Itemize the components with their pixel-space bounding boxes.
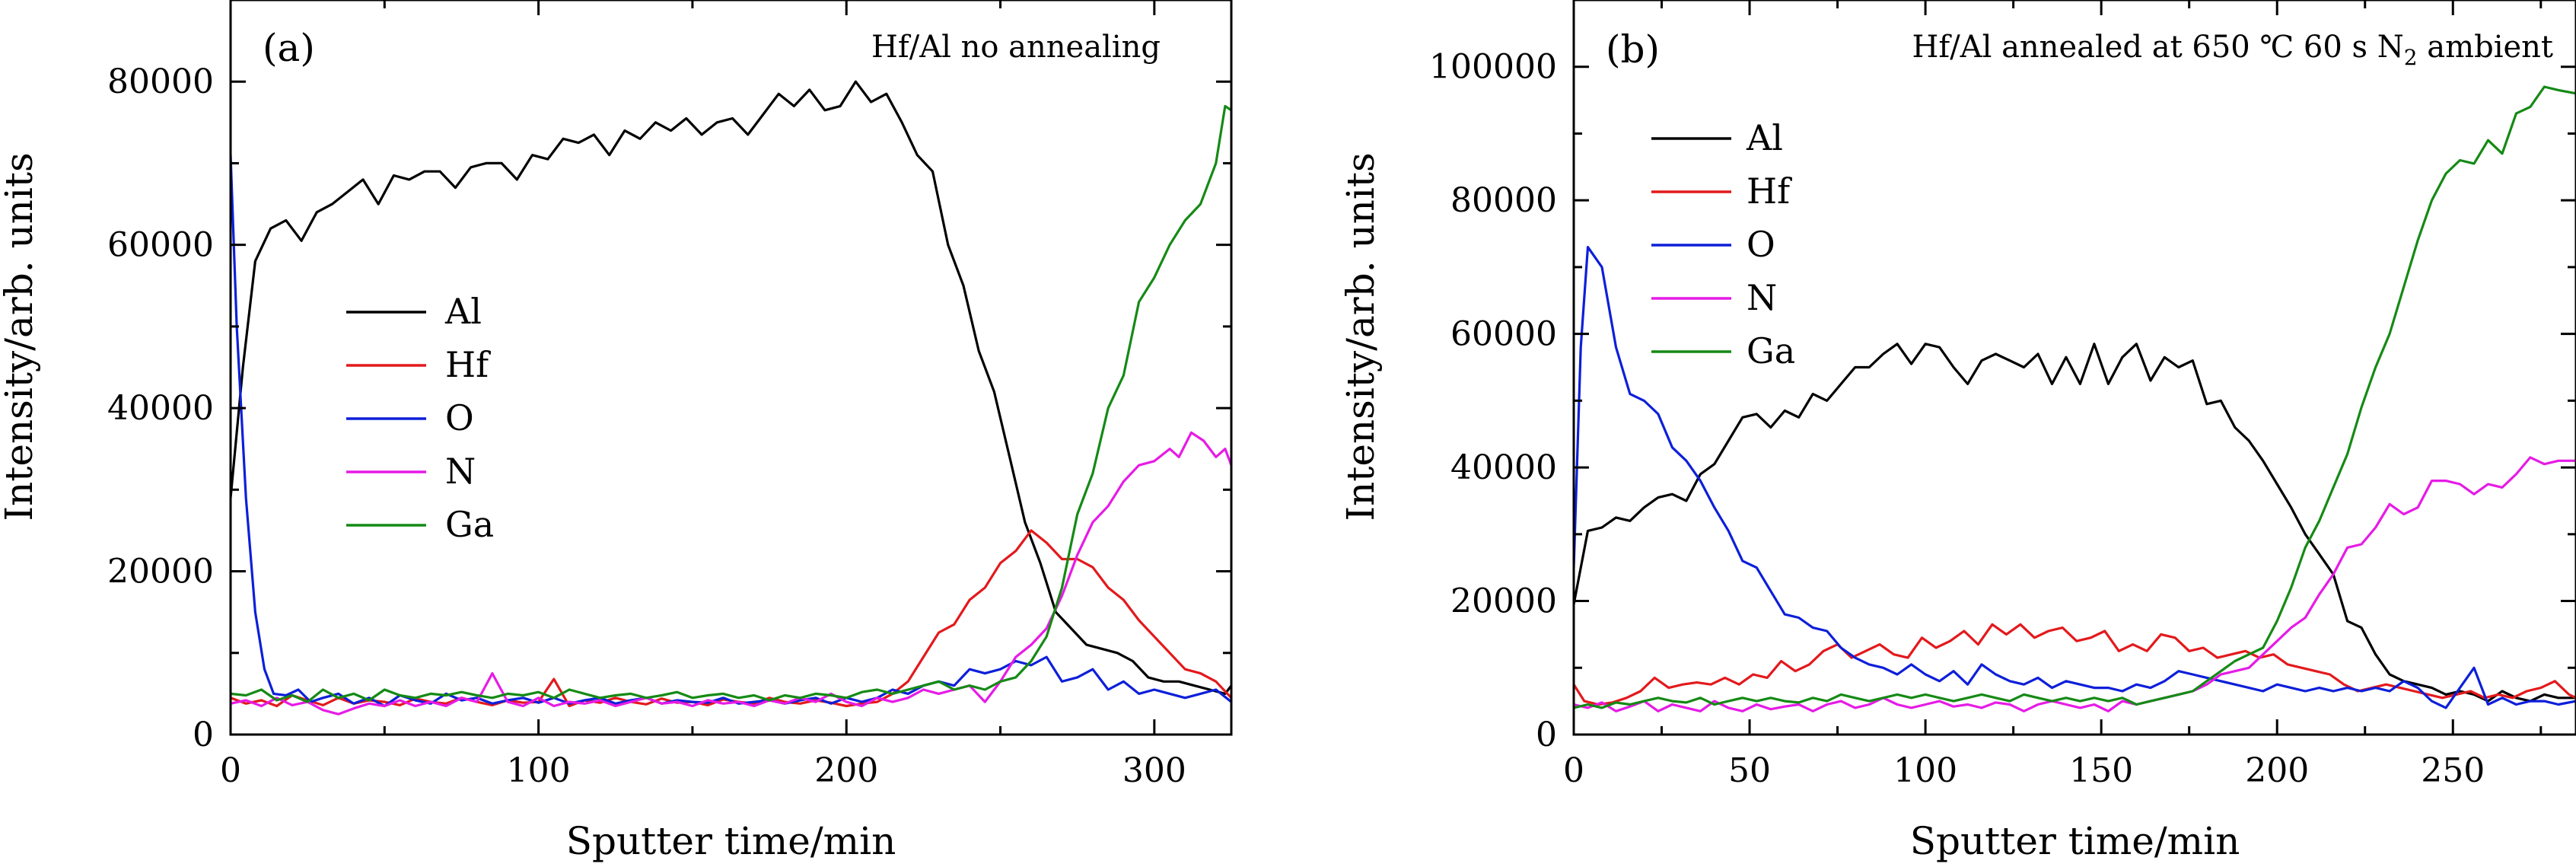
y-tick-label: 100000 [1429,48,1557,87]
x-tick-label: 100 [1893,751,1957,790]
series-group [231,80,1231,716]
y-tick-label: 40000 [1450,448,1557,487]
legend-label-al: Al [444,291,482,332]
series-line-o [231,155,1231,708]
y-axis-title: Intensity/arb. units [1339,152,1383,521]
y-tick-label: 60000 [1450,315,1557,354]
x-axis-title: Sputter time/min [566,819,896,863]
legend: Al Hf ON Ga [346,291,494,545]
plot-frame [229,0,1233,736]
series-line-al [231,80,1231,696]
series-line-n [231,431,1231,716]
legend-label-hf: Hf [445,344,491,385]
x-tick-label: 0 [220,751,241,790]
y-tick-label: 20000 [107,553,214,591]
y-tick-label: 40000 [107,389,214,428]
series-line-ga [1574,85,2576,709]
chart-panel-b: 0 50 100 150 200 250 0 20000 40000 60000 80000 1000… [1339,0,2576,863]
series-line-hf [231,529,1231,708]
y-tick-label: 0 [1536,716,1557,754]
plot-frame [1572,0,2576,736]
x-tick-label: 250 [2421,751,2485,790]
legend-label-ga: Ga [1747,330,1795,371]
legend-label-al: Al [1746,117,1783,158]
legend-label-n: N [445,451,476,492]
chart-panel-a: 0 100 200 300 0 20000 40000 60000 80000 Sputter t… [0,0,1233,863]
series-group [1574,85,2576,712]
y-tick-label: 80000 [107,62,214,101]
y-tick-label: 80000 [1450,181,1557,220]
y-axis-title: Intensity/arb. units [0,152,41,521]
series-line-o [1574,246,2576,709]
legend-label-hf: Hf [1747,171,1792,212]
x-tick-label: 200 [814,751,878,790]
x-tick-label: 100 [507,751,571,790]
x-tick-label: 300 [1122,751,1186,790]
x-tick-label: 150 [2069,751,2133,790]
series-line-hf [1574,623,2576,706]
x-axis-title: Sputter time/min [1910,819,2240,863]
legend-label-o: O [445,397,474,438]
y-tick-label: 60000 [107,226,214,265]
x-tick-label: 0 [1563,751,1584,790]
panel-label: (a) [263,26,315,70]
x-tick-label: 50 [1728,751,1771,790]
y-tick-label: 0 [193,716,214,754]
series-line-n [1574,456,2576,712]
y-tick-label: 20000 [1450,582,1557,621]
series-line-ga [231,104,1231,703]
x-tick-label: 200 [2245,751,2309,790]
legend-label-n: N [1747,277,1777,318]
legend: Al Hf ON Ga [1651,117,1795,371]
legend-label-ga: Ga [445,504,494,545]
panel-title: Hf/Al no annealing [871,30,1161,65]
legend-label-o: O [1747,224,1775,265]
panel-title: Hf/Al annealed at 650 ℃ 60 s N2 ambient [1912,30,2553,70]
panel-label: (b) [1606,27,1660,72]
